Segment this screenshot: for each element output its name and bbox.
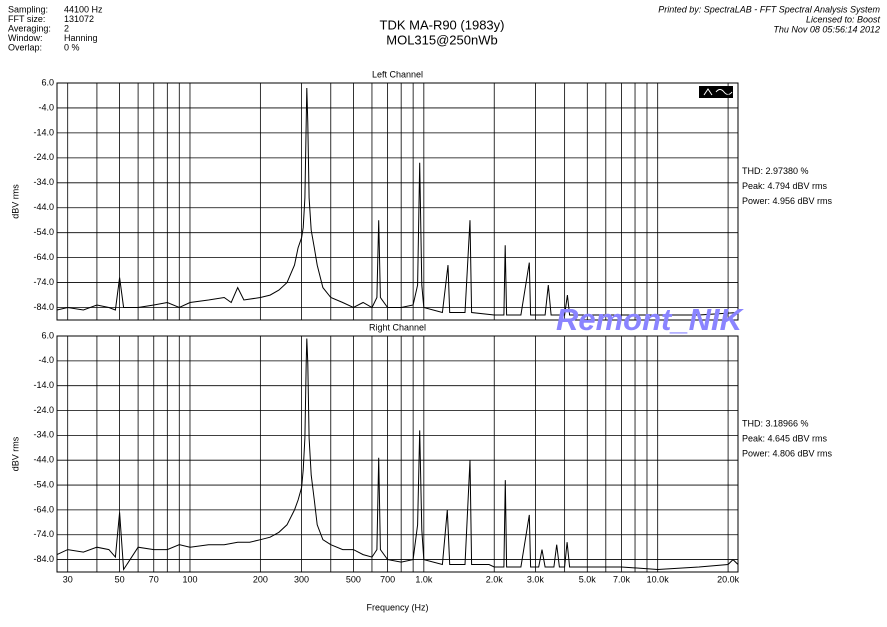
y-tick-label: -74.0 (33, 529, 54, 539)
printed-by: Licensed to: Boost (806, 14, 881, 24)
x-tick-label: 10.0k (647, 574, 670, 584)
subtitle: MOL315@250nWb (386, 32, 497, 47)
watermark: Remont_NIK (556, 302, 745, 337)
y-tick-label: -84.0 (33, 302, 54, 312)
plot-frame (56, 82, 739, 321)
y-tick-label: -64.0 (33, 252, 54, 262)
x-tick-label: 50 (115, 574, 125, 584)
setting-value: 131072 (64, 14, 94, 24)
setting-label: FFT size: (8, 14, 45, 24)
setting-label: Averaging: (8, 23, 51, 33)
x-tick-label: 20.0k (717, 574, 740, 584)
y-tick-label: -4.0 (38, 355, 54, 365)
title: TDK MA-R90 (1983y) (380, 17, 505, 32)
x-tick-label: 70 (149, 574, 159, 584)
y-tick-label: 6.0 (41, 77, 54, 87)
y-tick-label: -64.0 (33, 504, 54, 514)
x-tick-label: 200 (253, 574, 268, 584)
y-tick-label: -14.0 (33, 127, 54, 137)
annotation: Power: 4.806 dBV rms (742, 448, 833, 458)
y-tick-label: -24.0 (33, 405, 54, 415)
icon (699, 86, 733, 98)
setting-value: 0 % (64, 42, 80, 52)
setting-label: Overlap: (8, 42, 42, 52)
chart-title: Right Channel (369, 322, 426, 332)
x-tick-label: 700 (380, 574, 395, 584)
chart-title: Left Channel (372, 69, 423, 79)
y-tick-label: -84.0 (33, 554, 54, 564)
y-tick-label: -14.0 (33, 380, 54, 390)
y-tick-label: -54.0 (33, 479, 54, 489)
setting-label: Sampling: (8, 4, 48, 14)
printed-by: Printed by: SpectraLAB - FFT Spectral An… (658, 4, 880, 14)
y-axis-label: dBV rms (10, 184, 20, 219)
x-tick-label: 3.0k (527, 574, 545, 584)
plot-frame (56, 335, 739, 573)
x-tick-label: 100 (182, 574, 197, 584)
y-tick-label: -34.0 (33, 177, 54, 187)
y-tick-label: -54.0 (33, 227, 54, 237)
printed-by: Thu Nov 08 05:56:14 2012 (773, 24, 880, 34)
y-tick-label: -4.0 (38, 102, 54, 112)
annotation: Power: 4.956 dBV rms (742, 196, 833, 206)
annotation: THD: 2.97380 % (742, 166, 809, 176)
setting-value: 44100 Hz (64, 4, 103, 14)
y-axis-label: dBV rms (10, 436, 20, 471)
x-tick-label: 300 (294, 574, 309, 584)
x-tick-label: 7.0k (613, 574, 631, 584)
annotation: Peak: 4.645 dBV rms (742, 433, 828, 443)
y-tick-label: 6.0 (41, 330, 54, 340)
setting-value: 2 (64, 23, 69, 33)
setting-value: Hanning (64, 33, 98, 43)
x-tick-label: 1.0k (415, 574, 433, 584)
spectrum-line (56, 87, 739, 316)
y-tick-label: -44.0 (33, 455, 54, 465)
x-axis-label: Frequency (Hz) (366, 602, 428, 612)
y-tick-label: -24.0 (33, 152, 54, 162)
x-tick-label: 30 (63, 574, 73, 584)
annotation: Peak: 4.794 dBV rms (742, 181, 828, 191)
y-tick-label: -74.0 (33, 277, 54, 287)
spectrum-line (56, 338, 739, 572)
y-tick-label: -34.0 (33, 430, 54, 440)
y-tick-label: -44.0 (33, 202, 54, 212)
x-tick-label: 5.0k (579, 574, 597, 584)
x-tick-label: 2.0k (486, 574, 504, 584)
setting-label: Window: (8, 33, 43, 43)
annotation: THD: 3.18966 % (742, 418, 809, 428)
x-tick-label: 500 (346, 574, 361, 584)
